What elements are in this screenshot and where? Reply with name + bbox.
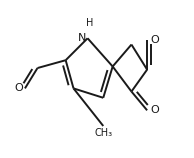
Text: O: O xyxy=(150,35,159,45)
Text: O: O xyxy=(150,105,159,115)
Text: O: O xyxy=(15,83,23,93)
Text: CH₃: CH₃ xyxy=(94,128,112,138)
Text: H: H xyxy=(86,18,94,28)
Text: N: N xyxy=(78,33,86,43)
